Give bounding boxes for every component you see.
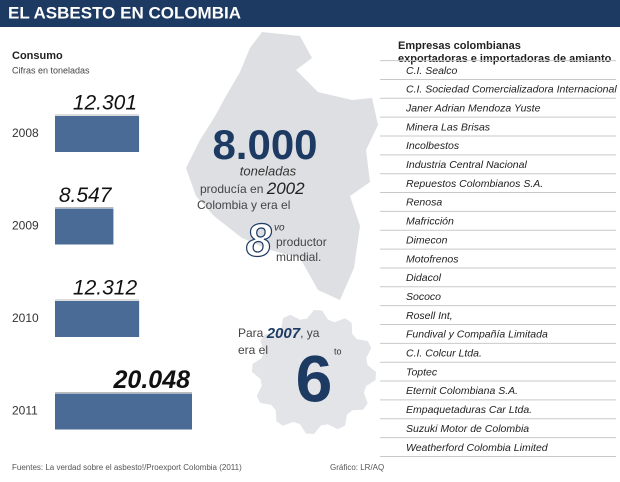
bar — [55, 116, 140, 152]
text-line: era el — [238, 343, 268, 357]
highlight-2002: 8.000 toneladas producía en 2002 Colombi… — [197, 121, 327, 267]
credit: Gráfico: LR/AQ — [330, 463, 384, 472]
unit: toneladas — [240, 163, 297, 178]
year-label: 2008 — [12, 126, 39, 140]
value-label: 20.048 — [113, 366, 191, 394]
text-line: mundial. — [276, 250, 321, 264]
value-label: 12.312 — [73, 277, 138, 300]
chart-subtitle: Cifras en toneladas — [12, 65, 90, 75]
company-name: Toptec — [406, 366, 438, 378]
year: 2007 — [266, 325, 301, 342]
gear-shape — [252, 310, 376, 434]
company-name: Repuestos Colombianos S.A. — [406, 178, 543, 190]
text: Para — [238, 326, 264, 340]
company-name: Motofrenos — [406, 253, 459, 265]
company-name: C.I. Sociedad Comercializadora Internaci… — [406, 84, 617, 96]
value-label: 8.547 — [59, 184, 113, 207]
company-name: Fundival y Compañía Limitada — [406, 329, 548, 341]
company-list: Empresas colombianas exportadoras e impo… — [380, 40, 617, 457]
source: Fuentes: La verdad sobre el asbesto!/Pro… — [12, 463, 242, 472]
bar — [55, 301, 140, 337]
company-name: Minera Las Brisas — [406, 121, 491, 133]
company-name: Incolbestos — [406, 140, 460, 152]
year: 2002 — [266, 179, 305, 198]
company-name: C.I. Colcur Ltda. — [406, 348, 482, 360]
company-name: Mafricción — [406, 216, 454, 228]
rank: 8 — [246, 214, 272, 266]
text-line: productor — [276, 235, 327, 249]
company-name: Empaquetaduras Car Ltda. — [406, 404, 532, 416]
chart-title: Consumo — [12, 50, 63, 62]
text-line: producía en 2002 — [200, 179, 305, 198]
company-name: Renosa — [406, 197, 442, 209]
bar-chart: Consumo Cifras en toneladas 2008 12.301 20… — [12, 50, 192, 430]
text-line: Colombia y era el — [197, 198, 290, 212]
rank-suffix: vo — [274, 223, 285, 234]
highlight-2007: Para 2007, ya era el 6 to — [238, 325, 342, 415]
rank-suffix: to — [334, 346, 342, 356]
company-name: Suzuki Motor de Colombia — [406, 423, 529, 435]
list-title: Empresas colombianas — [398, 40, 521, 52]
company-name: Weatherford Colombia Limited — [406, 442, 549, 454]
company-name: Eternit Colombiana S.A. — [406, 385, 518, 397]
year-label: 2011 — [12, 404, 38, 418]
company-name: Janer Adrian Mendoza Yuste — [405, 102, 541, 114]
year-label: 2010 — [12, 311, 39, 325]
value-label: 12.301 — [73, 92, 137, 115]
map-silhouette — [186, 32, 378, 300]
company-name: Rosell Int, — [406, 310, 453, 322]
company-name: C.I. Sealco — [406, 65, 458, 77]
list-title: exportadoras e importadoras de amianto — [398, 53, 612, 65]
company-name: Industria Central Nacional — [406, 159, 527, 171]
text: , ya — [300, 326, 320, 340]
company-name: Didacol — [406, 272, 442, 284]
bar — [55, 208, 114, 245]
company-name: Dimecon — [406, 234, 448, 246]
text-line: Para 2007, ya — [238, 325, 320, 342]
company-name: Sococo — [406, 291, 441, 303]
title-bar — [0, 0, 620, 27]
text: producía en — [200, 182, 263, 196]
year-label: 2009 — [12, 219, 39, 233]
title: EL ASBESTO EN COLOMBIA — [8, 3, 241, 22]
bar — [55, 393, 192, 430]
rank: 6 — [296, 341, 333, 415]
amount: 8.000 — [212, 121, 317, 168]
